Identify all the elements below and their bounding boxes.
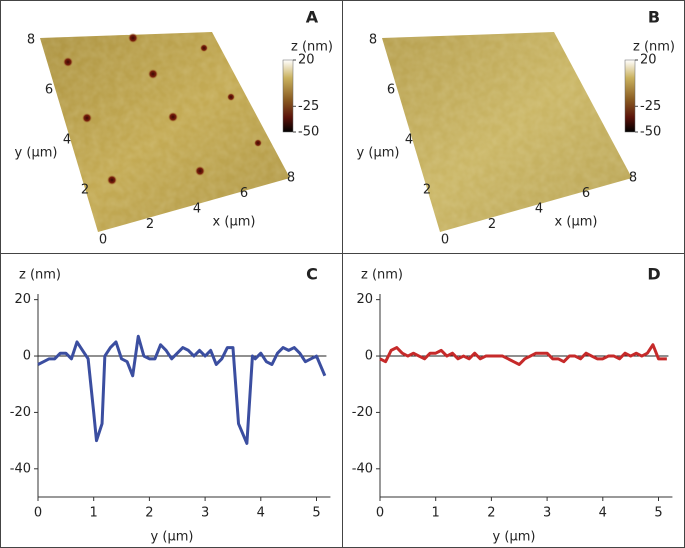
panel-letter: C <box>306 265 318 284</box>
colorbar-label: z (nm) <box>291 40 333 55</box>
x-tick-label: 0 <box>99 233 107 248</box>
colorbar-tick-label: -25 <box>298 99 319 114</box>
surface-texture <box>40 32 290 232</box>
x-tick-label: 1 <box>90 506 98 521</box>
y-axis-label: z (nm) <box>361 268 403 283</box>
surface-b <box>382 32 632 232</box>
pit <box>200 44 208 52</box>
colorbar-label: z (nm) <box>633 40 675 55</box>
x-tick-label: 2 <box>146 217 154 232</box>
panel-letter: B <box>648 8 660 27</box>
surface-texture <box>382 32 632 232</box>
x-tick-label: 4 <box>599 506 607 521</box>
pit <box>148 69 158 79</box>
y-tick-label: -40 <box>10 461 31 476</box>
x-tick-label: 4 <box>257 506 265 521</box>
pit <box>82 113 92 123</box>
x-tick-label: 0 <box>376 506 384 521</box>
x-tick-label: 2 <box>145 506 153 521</box>
y-tick-label: -20 <box>352 405 373 420</box>
pit <box>63 57 73 67</box>
y-tick-label: 0 <box>23 349 31 364</box>
surface-a <box>40 32 290 232</box>
y-tick-label: 4 <box>63 133 71 148</box>
series-line <box>37 334 327 445</box>
colorbar-tick-label: -50 <box>298 125 319 140</box>
x-tick-label: 2 <box>487 506 495 521</box>
x-tick-label: 1 <box>432 506 440 521</box>
x-tick-label: 5 <box>312 506 320 521</box>
pit <box>107 175 117 185</box>
x-tick-label: 4 <box>193 202 201 217</box>
colorbar <box>624 59 636 133</box>
x-tick-label: 8 <box>287 171 295 186</box>
y-tick-label: 2 <box>81 183 89 198</box>
y-tick-label: 2 <box>423 183 431 198</box>
x-tick-label: 6 <box>582 186 590 201</box>
x-axis-label: x (μm) <box>213 215 256 230</box>
series-line <box>379 343 667 366</box>
y-tick-label: 8 <box>27 33 35 48</box>
x-tick-label: 5 <box>654 506 662 521</box>
x-axis-label: y (μm) <box>493 530 536 545</box>
x-axis-label: x (μm) <box>555 215 598 230</box>
y-tick-label: 4 <box>405 133 413 148</box>
colorbar-tick-label: 20 <box>640 53 657 68</box>
y-tick-label: 8 <box>369 33 377 48</box>
x-tick-label: 3 <box>543 506 551 521</box>
y-tick-label: 20 <box>14 292 31 307</box>
y-axis-label: y (μm) <box>357 146 400 161</box>
x-tick-label: 0 <box>34 506 42 521</box>
x-tick-label: 6 <box>240 186 248 201</box>
x-tick-label: 3 <box>201 506 209 521</box>
pit <box>195 166 205 176</box>
y-tick-label: -20 <box>10 405 31 420</box>
pit <box>254 139 262 147</box>
pit <box>128 33 138 43</box>
y-tick-label: 0 <box>365 349 373 364</box>
pit <box>227 93 235 101</box>
y-tick-label: 6 <box>45 83 53 98</box>
x-axis-label: y (μm) <box>151 530 194 545</box>
panel-letter: A <box>306 8 319 27</box>
y-tick-label: -40 <box>352 461 373 476</box>
colorbar-tick-label: 20 <box>298 53 315 68</box>
y-tick-label: 6 <box>387 83 395 98</box>
x-tick-label: 2 <box>488 217 496 232</box>
colorbar-tick-label: -50 <box>640 125 661 140</box>
colorbar <box>282 59 294 133</box>
panel-letter: D <box>647 265 660 284</box>
y-axis-label: y (μm) <box>15 146 58 161</box>
pit <box>168 112 178 122</box>
x-tick-label: 8 <box>629 171 637 186</box>
colorbar-tick-label: -25 <box>640 99 661 114</box>
x-tick-label: 0 <box>441 233 449 248</box>
x-tick-label: 4 <box>535 202 543 217</box>
pits <box>63 33 262 185</box>
y-axis-label: z (nm) <box>19 268 61 283</box>
y-tick-label: 20 <box>356 292 373 307</box>
